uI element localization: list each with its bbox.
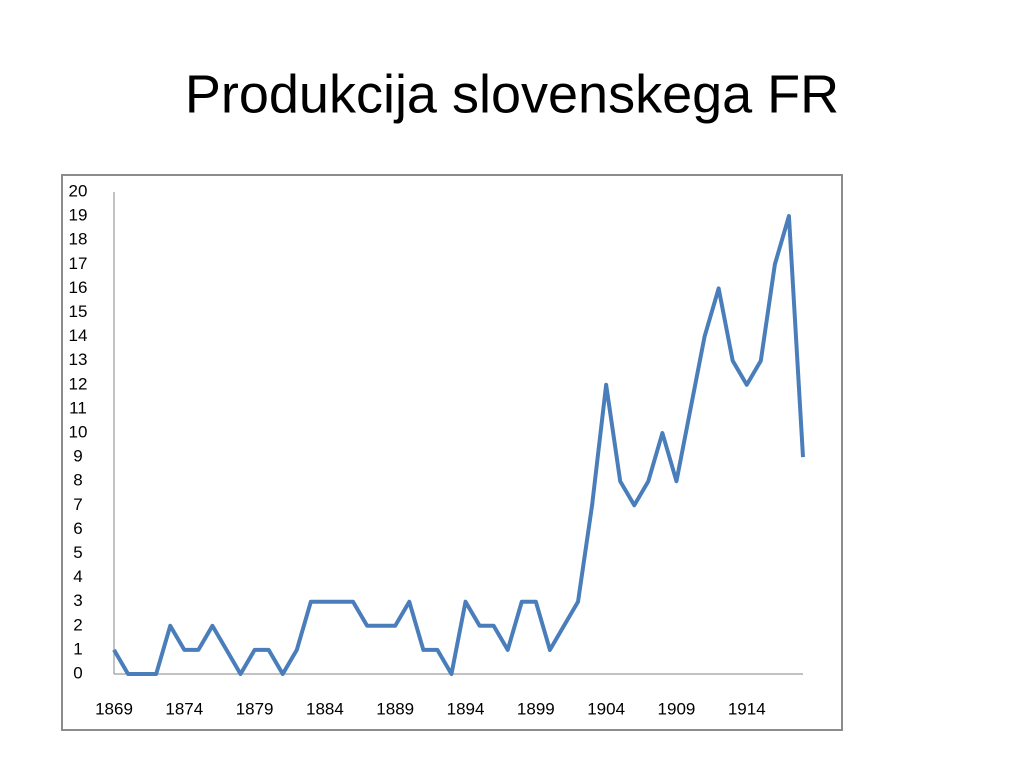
y-tick-label: 14 bbox=[69, 326, 88, 345]
y-tick-label: 16 bbox=[69, 278, 88, 297]
y-tick-label: 10 bbox=[69, 422, 88, 441]
x-tick-label: 1909 bbox=[658, 699, 696, 718]
y-tick-label: 18 bbox=[69, 230, 88, 249]
y-tick-label: 9 bbox=[73, 447, 82, 466]
y-tick-label: 17 bbox=[69, 254, 88, 273]
y-tick-label: 4 bbox=[73, 567, 82, 586]
y-tick-label: 8 bbox=[73, 471, 82, 490]
y-tick-label: 20 bbox=[69, 181, 88, 200]
x-tick-label: 1884 bbox=[306, 699, 344, 718]
x-tick-label: 1879 bbox=[236, 699, 274, 718]
x-tick-label: 1894 bbox=[447, 699, 485, 718]
x-tick-label: 1904 bbox=[587, 699, 625, 718]
x-tick-label: 1869 bbox=[95, 699, 133, 718]
y-tick-label: 5 bbox=[73, 543, 82, 562]
chart-frame bbox=[61, 174, 843, 731]
y-tick-label: 2 bbox=[73, 615, 82, 634]
y-tick-label: 19 bbox=[69, 206, 88, 225]
y-tick-label: 1 bbox=[73, 639, 82, 658]
y-tick-label: 12 bbox=[69, 374, 88, 393]
x-tick-label: 1874 bbox=[165, 699, 203, 718]
y-tick-label: 3 bbox=[73, 591, 82, 610]
y-tick-label: 6 bbox=[73, 519, 82, 538]
y-tick-label: 0 bbox=[73, 663, 82, 682]
data-line bbox=[112, 214, 805, 676]
y-tick-label: 7 bbox=[73, 495, 82, 514]
y-tick-label: 15 bbox=[69, 302, 88, 321]
x-tick-label: 1899 bbox=[517, 699, 555, 718]
x-tick-label: 1914 bbox=[728, 699, 766, 718]
slide-title: Produkcija slovenskega FR bbox=[185, 64, 839, 124]
y-tick-label: 11 bbox=[69, 398, 87, 417]
x-tick-label: 1889 bbox=[376, 699, 414, 718]
y-tick-label: 13 bbox=[69, 350, 88, 369]
